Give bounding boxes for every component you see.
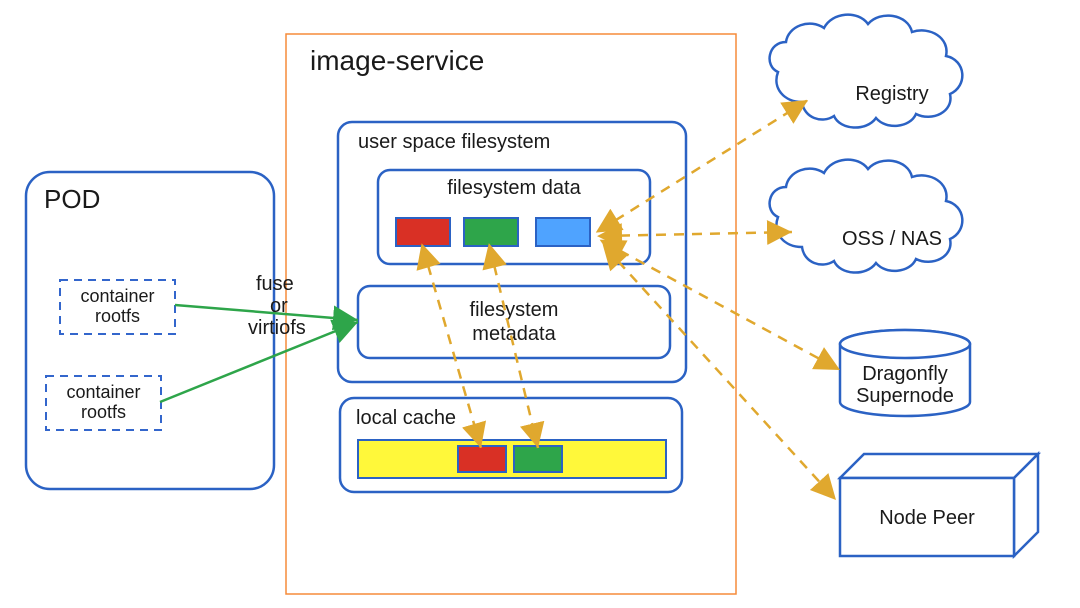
fs-metadata-label: filesystem [470, 299, 559, 321]
container-label: rootfs [95, 306, 140, 326]
registry-cloud-label: Registry [855, 83, 928, 105]
pod-title: POD [44, 184, 100, 214]
pod-box [26, 172, 274, 489]
fuse-label: virtiofs [248, 317, 306, 339]
cache-block [458, 446, 506, 472]
container-label: rootfs [81, 402, 126, 422]
remote-storage-link [604, 242, 840, 370]
fs-metadata-label: metadata [472, 323, 556, 345]
node-peer-box3d: Node Peer [840, 454, 1038, 556]
cache-bar [358, 440, 666, 478]
oss-nas-cloud: OSS / NAS [770, 160, 963, 273]
filesystem-data-title: filesystem data [447, 177, 581, 199]
cache-block [514, 446, 562, 472]
dragonfly-label: Dragonfly [862, 363, 948, 385]
architecture-diagram: PODcontainerrootfscontainerrootfsimage-s… [0, 0, 1080, 608]
fuse-label: or [270, 295, 288, 317]
container-label: container [80, 286, 154, 306]
data-block [464, 218, 518, 246]
data-block [396, 218, 450, 246]
local-cache-title: local cache [356, 407, 456, 429]
remote-storage-link [602, 232, 792, 236]
userspace-title: user space filesystem [358, 131, 550, 153]
fuse-label: fuse [256, 273, 294, 295]
registry-cloud: Registry [770, 15, 963, 128]
container-label: container [66, 382, 140, 402]
data-to-cache-link [490, 248, 538, 448]
dragonfly-label: Supernode [856, 385, 954, 407]
filesystem-metadata-box [358, 286, 670, 358]
node-peer-label: Node Peer [879, 507, 975, 529]
dragonfly-cylinder-top [840, 330, 970, 358]
oss-nas-cloud-label: OSS / NAS [842, 228, 942, 250]
data-block [536, 218, 590, 246]
image-service-title: image-service [310, 45, 484, 76]
